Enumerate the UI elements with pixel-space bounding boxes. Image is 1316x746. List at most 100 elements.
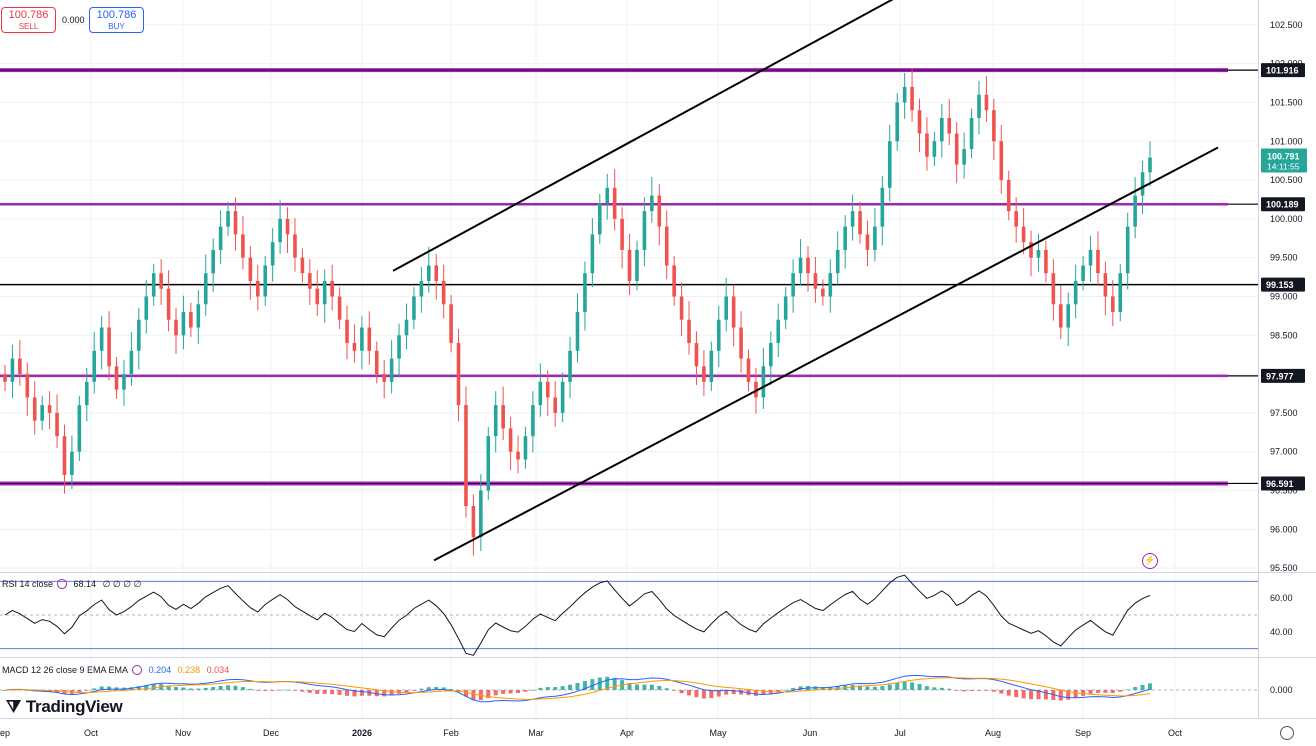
candle-body (702, 366, 706, 382)
macd-histogram-bar (716, 690, 721, 697)
macd-histogram-bar (151, 684, 156, 690)
buy-button[interactable]: 100.786 BUY (89, 7, 144, 33)
level-price-tag (1261, 368, 1305, 383)
macd-histogram-bar (1021, 690, 1026, 699)
macd-histogram-bar (858, 685, 863, 690)
rsi-extra: ∅ ∅ ∅ ∅ (102, 579, 142, 589)
candle-body (769, 343, 773, 367)
price-tick-label: 101.000 (1270, 136, 1303, 146)
macd-histogram-bar (278, 689, 283, 691)
macd-histogram-bar (471, 690, 476, 700)
macd-histogram-bar (508, 690, 513, 694)
candle-body (278, 218, 282, 243)
candle-body (1125, 226, 1130, 274)
candle-body (1058, 304, 1063, 328)
candle-body (694, 343, 699, 367)
sell-price: 100.786 (8, 9, 49, 21)
macd-histogram-bar (493, 690, 498, 696)
candle-body (77, 405, 82, 452)
candle-body (709, 350, 714, 382)
chart-settings-icon[interactable] (1280, 726, 1294, 740)
macd-histogram-bar (1006, 690, 1011, 696)
last-price-label: 100.791 (1267, 151, 1300, 161)
macd-histogram-bar (880, 686, 885, 690)
macd-histogram-bar (292, 690, 297, 691)
macd-histogram-bar (545, 687, 550, 690)
signal-line (4, 677, 1151, 700)
candle-body (47, 405, 52, 413)
macd-histogram-bar (872, 686, 877, 690)
price-tick-label: 100.000 (1270, 214, 1303, 224)
macd-histogram-bar (449, 689, 454, 690)
candle-body (977, 94, 981, 118)
macd-histogram-bar (359, 690, 364, 696)
rsi-value: 68.14 (73, 579, 97, 589)
candle-body (189, 312, 193, 328)
macd-histogram-bar (753, 690, 758, 696)
macd-legend[interactable]: MACD 12 26 close 9 EMA EMA 0.204 0.238 0… (2, 665, 229, 675)
candle-body (174, 319, 178, 336)
indicator-settings-icon[interactable] (57, 579, 68, 589)
macd-histogram-bar (605, 676, 610, 690)
macd-histogram-bar (783, 689, 788, 691)
lightning-icon[interactable]: ⚡ (1142, 553, 1158, 569)
macd-histogram-bar (330, 690, 335, 695)
candle-body (308, 273, 312, 289)
macd-histogram-bar (181, 687, 186, 690)
candle-body (984, 94, 989, 111)
candle-body (144, 296, 149, 320)
macd-histogram-bar (107, 686, 112, 690)
macd-histogram-bar (939, 687, 944, 690)
macd-value: 0.204 (148, 665, 172, 675)
candle-body (330, 280, 334, 297)
macd-histogram-bar (560, 686, 565, 690)
macd-histogram-bar (731, 690, 736, 695)
macd-histogram-bar (516, 690, 521, 693)
channel-trend-line (392, 0, 894, 272)
indicator-settings-icon[interactable] (132, 665, 143, 675)
sell-button[interactable]: 100.786 SELL (1, 7, 56, 33)
candle-body (954, 133, 959, 165)
macd-histogram-bar (917, 683, 922, 690)
macd-histogram-bar (300, 690, 305, 692)
candle-body (218, 226, 223, 250)
candle-body (211, 249, 215, 274)
macd-histogram-bar (895, 682, 900, 690)
rsi-tick-label: 60.00 (1270, 593, 1293, 603)
macd-histogram-bar (404, 690, 409, 693)
rsi-legend[interactable]: RSI 14 close 68.14 ∅ ∅ ∅ ∅ (2, 579, 141, 590)
macd-histogram-bar (634, 684, 639, 690)
candle-body (1118, 273, 1123, 312)
level-price-tag (1261, 63, 1305, 78)
candle-body (107, 327, 111, 367)
time-tick-label: Aug (985, 728, 1001, 738)
candle-body (196, 304, 201, 328)
candle-body (635, 249, 639, 281)
candle-body (783, 296, 788, 320)
candle-body (776, 319, 781, 344)
candle-body (895, 102, 900, 142)
price-tick-label: 95.500 (1270, 563, 1298, 573)
macd-histogram-bar (1133, 687, 1138, 690)
candle-body (412, 296, 416, 320)
macd-histogram-bar (575, 682, 580, 690)
macd-histogram-bar (1088, 690, 1093, 694)
macd-histogram-bar (1058, 690, 1063, 701)
macd-histogram-bar (501, 690, 506, 694)
time-tick-label: 2026 (352, 728, 372, 738)
macd-histogram-bar (226, 685, 231, 690)
candle-body (583, 273, 587, 312)
macd-histogram-bar (664, 688, 669, 690)
candle-body (129, 350, 134, 375)
time-tick-label: May (709, 728, 727, 738)
candle-body (441, 280, 446, 305)
macd-histogram-bar (188, 688, 193, 690)
candle-body (137, 319, 141, 351)
candle-body (821, 288, 825, 297)
candle-body (642, 211, 647, 250)
candle-body (25, 374, 30, 398)
candle-body (166, 288, 171, 320)
candle-body (114, 366, 119, 390)
candle-body (560, 381, 565, 413)
